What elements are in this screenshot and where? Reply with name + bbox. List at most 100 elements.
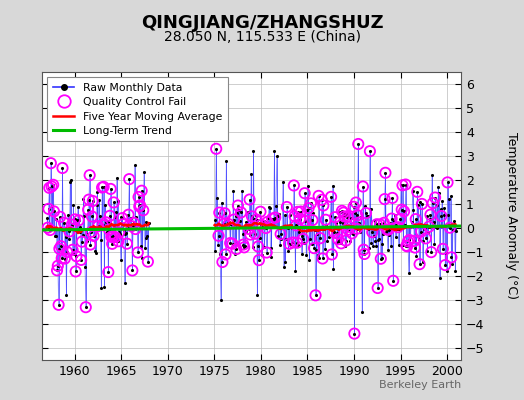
Point (121, 231, 129, 238)
Point (274, 232, 282, 239)
Point (403, 243, 411, 250)
Point (134, 194, 143, 200)
Point (331, 214, 339, 220)
Point (266, 254, 275, 260)
Point (230, 216, 238, 223)
Point (274, 213, 282, 219)
Point (287, 222, 296, 228)
Point (395, 226, 403, 232)
Point (389, 278, 397, 284)
Point (108, 241, 116, 247)
Point (276, 242, 284, 248)
Point (390, 218, 398, 224)
Point (283, 225, 292, 231)
Point (261, 225, 270, 231)
Point (45, 185, 53, 191)
Point (124, 225, 132, 232)
Point (55, 246, 63, 252)
Point (422, 235, 430, 242)
Point (256, 235, 264, 242)
Point (261, 225, 270, 231)
Point (352, 199, 360, 206)
Point (103, 219, 112, 225)
Point (389, 278, 397, 284)
Point (236, 218, 245, 224)
Point (215, 210, 224, 216)
Point (218, 259, 226, 265)
Point (334, 236, 342, 242)
Point (308, 217, 316, 223)
Point (145, 220, 153, 226)
Point (127, 223, 136, 229)
Point (318, 196, 326, 203)
Point (419, 258, 427, 265)
Point (314, 252, 322, 258)
Point (91, 248, 99, 254)
Point (242, 219, 250, 226)
Point (375, 236, 384, 242)
Point (139, 207, 147, 214)
Point (387, 243, 395, 249)
Point (330, 229, 339, 236)
Point (130, 220, 138, 226)
Point (119, 221, 127, 228)
Point (72, 253, 81, 260)
Point (227, 220, 236, 226)
Point (60, 220, 68, 226)
Point (265, 204, 273, 210)
Point (311, 292, 320, 298)
Point (58, 165, 67, 171)
Point (103, 228, 111, 235)
Point (275, 210, 283, 217)
Point (444, 211, 453, 218)
Point (435, 190, 443, 196)
Point (326, 212, 334, 219)
Point (226, 240, 234, 246)
Point (98, 184, 106, 191)
Point (356, 224, 365, 230)
Point (248, 213, 256, 220)
Point (319, 255, 327, 262)
Point (391, 234, 400, 240)
Point (268, 216, 276, 222)
Point (419, 238, 428, 245)
Point (376, 221, 384, 228)
Point (426, 212, 434, 218)
Point (344, 226, 352, 233)
Point (213, 194, 221, 201)
Point (299, 236, 308, 242)
Point (82, 304, 90, 310)
Point (441, 262, 450, 268)
Point (96, 237, 105, 243)
Point (257, 222, 266, 228)
Point (89, 198, 97, 204)
Point (140, 245, 149, 251)
Point (371, 238, 379, 244)
Point (351, 210, 359, 216)
Point (376, 221, 384, 228)
Point (271, 214, 279, 221)
Point (129, 222, 137, 228)
Text: QINGJIANG/ZHANGSHUZ: QINGJIANG/ZHANGSHUZ (141, 14, 383, 32)
Point (277, 231, 285, 237)
Point (293, 209, 302, 215)
Point (387, 216, 396, 222)
Point (331, 214, 339, 220)
Point (277, 231, 285, 237)
Point (277, 236, 286, 242)
Point (380, 196, 389, 202)
Point (224, 221, 233, 227)
Point (300, 190, 309, 196)
Point (280, 212, 289, 218)
Point (366, 240, 375, 246)
Point (330, 229, 339, 236)
Point (130, 162, 139, 168)
Point (240, 244, 248, 250)
Point (342, 211, 351, 217)
Point (340, 210, 348, 216)
Point (258, 252, 266, 258)
Point (253, 216, 261, 223)
Point (137, 243, 145, 250)
Point (431, 194, 439, 201)
Point (428, 172, 436, 178)
